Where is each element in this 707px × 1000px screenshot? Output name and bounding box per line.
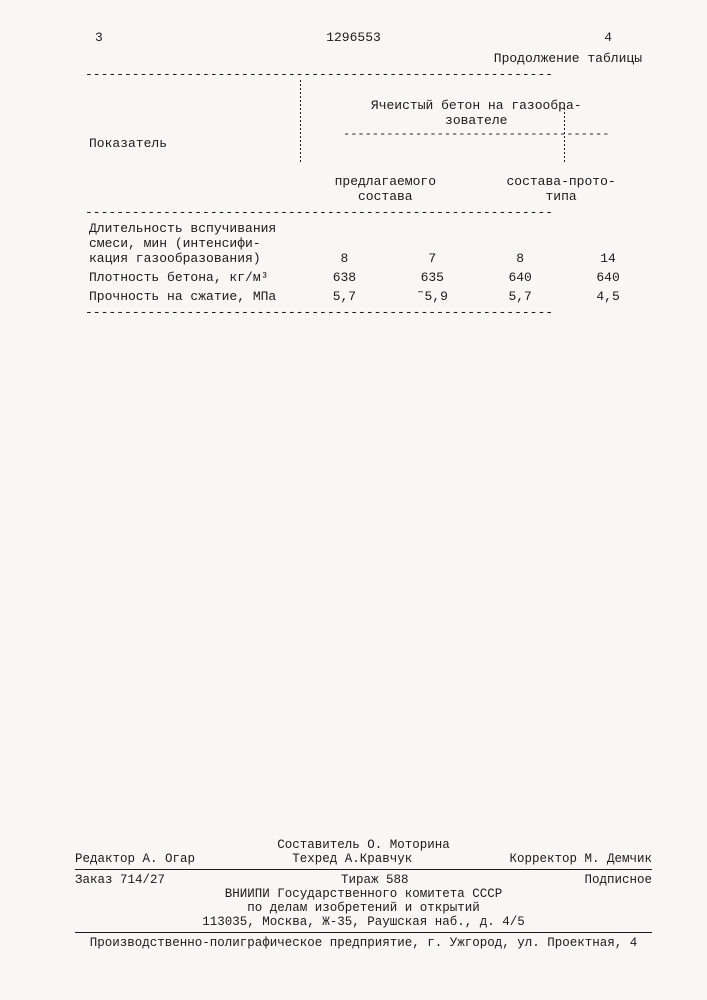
sub-header-prototype: состава-прото- типа [506, 174, 615, 204]
patent-number: 1296553 [326, 30, 381, 45]
footer-circulation: Тираж 588 [341, 873, 409, 887]
param-label: Длительность вспучивания смеси, мин (инт… [89, 221, 276, 266]
dash-line: ----------------------------------------… [85, 306, 652, 319]
data-table: Показатель Ячеистый бетон на газообра- з… [85, 81, 652, 206]
table-row: Длительность вспучивания смеси, мин (инт… [85, 219, 652, 268]
col-num-left: 3 [95, 30, 103, 45]
footer-org-line-1: ВНИИПИ Государственного комитета СССР [75, 887, 652, 901]
cell-value: 4,5 [596, 289, 619, 304]
cell-value: 8 [516, 251, 524, 266]
table-row: Плотность бетона, кг/м³ 638 635 640 640 [85, 268, 652, 287]
table-row: Прочность на сжатие, МПа 5,7 ˜5,9 5,7 4,… [85, 287, 652, 306]
table-wrapper: ----------------------------------------… [85, 68, 652, 319]
param-header: Показатель [89, 136, 167, 151]
sub-header-proposed: предлагаемого состава [335, 174, 436, 204]
footer-org-line-2: по делам изобретений и открытий [75, 901, 652, 915]
footer-subscription: Подписное [584, 873, 652, 887]
data-table-body: Длительность вспучивания смеси, мин (инт… [85, 219, 652, 306]
footer-address: 113035, Москва, Ж-35, Раушская наб., д. … [75, 915, 652, 929]
param-label: Плотность бетона, кг/м³ [89, 270, 268, 285]
footer-compiler: Составитель О. Моторина [75, 838, 652, 852]
cell-value: 7 [428, 251, 436, 266]
footer-tech-editor: Техред А.Кравчук [292, 852, 412, 866]
dash-line: ----------------------------------------… [85, 206, 652, 219]
dash-line: ----------------------------------------… [85, 68, 652, 81]
group-header: Ячеистый бетон на газообра- зователе [371, 98, 582, 128]
col-num-right: 4 [604, 30, 612, 45]
footer-block: Составитель О. Моторина Редактор А. Огар… [75, 838, 652, 950]
cell-value: 640 [596, 270, 619, 285]
footer-printer: Производственно-полиграфическое предприя… [75, 936, 652, 950]
cell-value: 5,7 [333, 289, 356, 304]
cell-value: 5,7 [508, 289, 531, 304]
cell-value: 638 [333, 270, 356, 285]
footer-proofreader: Корректор М. Демчик [509, 852, 652, 866]
cell-value: 640 [508, 270, 531, 285]
footer-editor: Редактор А. Огар [75, 852, 195, 866]
footer-order: Заказ 714/27 [75, 873, 165, 887]
dash-line: ------------------------------------- [304, 128, 648, 140]
param-label: Прочность на сжатие, МПа [89, 289, 276, 304]
table-continuation-label: Продолжение таблицы [85, 51, 652, 66]
cell-value: ˜5,9 [417, 289, 448, 304]
cell-value: 8 [341, 251, 349, 266]
cell-value: 14 [600, 251, 616, 266]
cell-value: 635 [421, 270, 444, 285]
